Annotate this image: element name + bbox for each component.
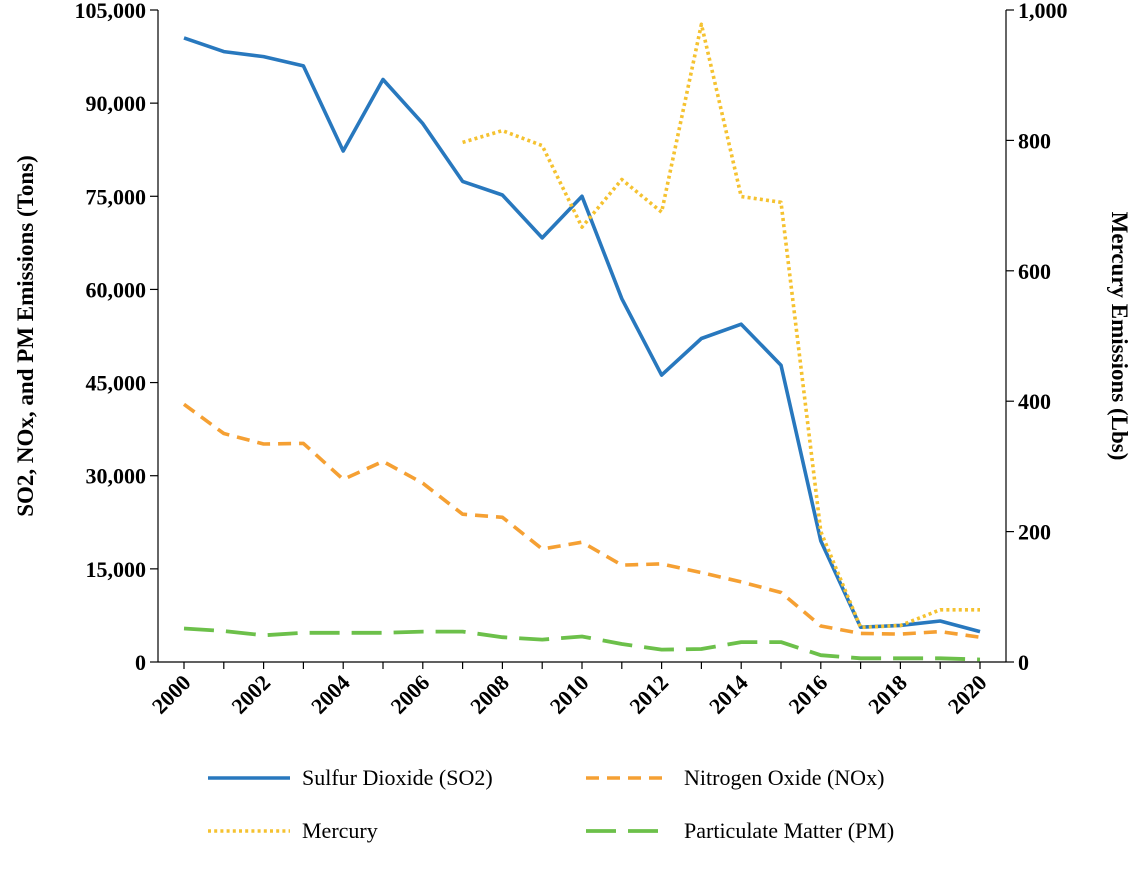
y-tick-right-label: 0 bbox=[1018, 650, 1029, 675]
y-tick-right-label: 600 bbox=[1018, 259, 1051, 284]
series-line-particulate-matter-pm bbox=[183, 626, 981, 662]
y-tick-right-label: 1,000 bbox=[1018, 0, 1068, 23]
chart-axes bbox=[150, 9, 1014, 669]
y-tick-left-label: 105,000 bbox=[75, 0, 147, 23]
series-line-nitrogen-oxide-nox bbox=[182, 402, 981, 639]
x-tick-label: 2000 bbox=[147, 670, 196, 719]
y-tick-left-label: 0 bbox=[135, 650, 146, 675]
x-tick-label: 2018 bbox=[863, 670, 912, 719]
x-tick-label: 2012 bbox=[624, 670, 673, 719]
x-tick-label: 2014 bbox=[704, 670, 753, 719]
x-tick-label: 2002 bbox=[226, 670, 275, 719]
y-tick-right-label: 400 bbox=[1018, 389, 1051, 414]
y-axis-title-right: Mercury Emissions (Lbs) bbox=[1107, 212, 1132, 461]
legend-label: Nitrogen Oxide (NOx) bbox=[684, 765, 884, 790]
y-tick-left-label: 30,000 bbox=[86, 464, 147, 489]
y-tick-left-label: 60,000 bbox=[86, 277, 147, 302]
y-tick-right-label: 800 bbox=[1018, 128, 1051, 153]
chart-series bbox=[182, 22, 981, 662]
y-tick-left-label: 90,000 bbox=[86, 91, 147, 116]
x-tick-label: 2006 bbox=[386, 670, 435, 719]
legend-label: Mercury bbox=[302, 818, 378, 843]
y-tick-left-label: 15,000 bbox=[86, 557, 147, 582]
chart-legend: Sulfur Dioxide (SO2) Nitrogen Oxide (NOx)… bbox=[208, 765, 894, 843]
legend-label: Particulate Matter (PM) bbox=[684, 818, 894, 843]
x-tick-label: 2004 bbox=[306, 670, 355, 719]
chart-labels: 0 15,000 30,000 45,000 60,000 75,000 90,000 105… bbox=[75, 0, 1068, 719]
series-line-sulfur-dioxide-so2 bbox=[183, 36, 981, 634]
y-axis-title-left: SO2, NOx, and PM Emissions (Tons) bbox=[13, 155, 38, 517]
legend-label: Sulfur Dioxide (SO2) bbox=[302, 765, 493, 790]
x-tick-label: 2010 bbox=[545, 670, 594, 719]
y-tick-left-label: 75,000 bbox=[86, 184, 147, 209]
x-tick-label: 2008 bbox=[465, 670, 514, 719]
series-line-mercury bbox=[462, 22, 980, 630]
x-tick-label: 2020 bbox=[943, 670, 992, 719]
y-tick-right-label: 200 bbox=[1018, 520, 1051, 545]
x-tick-label: 2016 bbox=[784, 670, 833, 719]
y-tick-left-label: 45,000 bbox=[86, 371, 147, 396]
